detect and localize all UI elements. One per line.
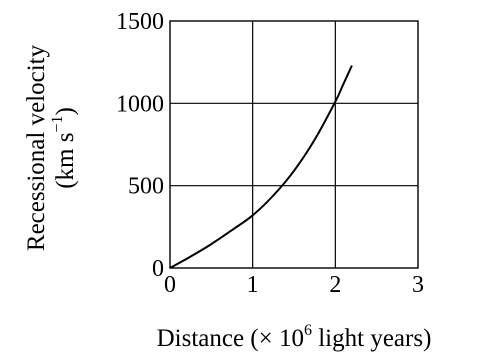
x-tick-label-2: 2: [329, 272, 341, 298]
y-axis-label-line2-superscript: −1: [49, 116, 66, 133]
y-axis-label-line1: Recessional velocity: [23, 44, 50, 251]
x-tick-label-3: 3: [412, 272, 424, 298]
x-tick-label-0: 0: [164, 272, 176, 298]
x-tick-label-1: 1: [247, 272, 259, 298]
x-axis-label-prefix: Distance (× 10: [157, 325, 304, 352]
x-axis-label: Distance (× 106 light years): [157, 322, 432, 352]
x-axis-label-superscript: 6: [304, 322, 312, 339]
x-tick-labels: 0 1 2 3: [164, 272, 424, 298]
y-tick-label-2: 1000: [116, 91, 164, 117]
plot-frame: [169, 20, 419, 269]
y-tick-label-0: 0: [152, 256, 164, 282]
x-axis-label-suffix: light years): [312, 325, 431, 352]
y-tick-label-3: 1500: [116, 9, 164, 35]
y-axis-label: Recessional velocity (km s−1): [23, 44, 79, 251]
y-tick-label-1: 500: [128, 174, 164, 200]
y-axis-label-line2: (km s−1): [49, 107, 79, 189]
velocity-distance-curve: [169, 65, 353, 269]
y-axis-label-line2-suffix: ): [52, 107, 79, 115]
grid-lines: [170, 21, 418, 268]
y-tick-labels: 0 500 1000 1500: [116, 9, 164, 282]
y-axis-label-line2-prefix: (km s: [52, 133, 79, 189]
